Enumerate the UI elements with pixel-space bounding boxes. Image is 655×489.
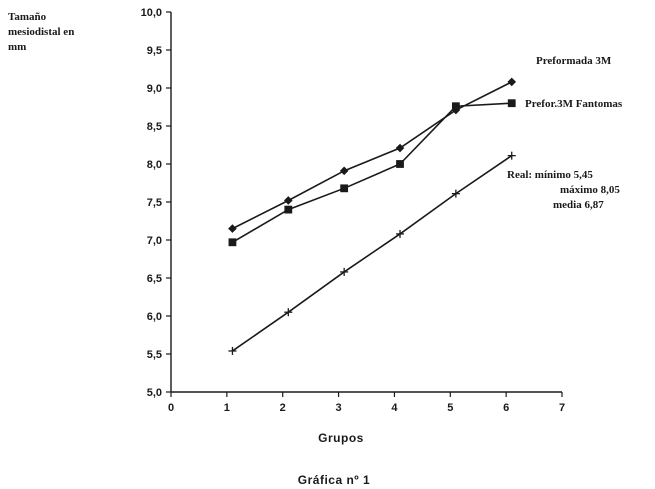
x-tick-label: 2	[280, 402, 286, 414]
series-line-real	[231, 154, 513, 352]
y-tick-label: 5,5	[147, 349, 162, 361]
x-tick-label: 1	[224, 402, 230, 414]
y-tick-label: 6,0	[147, 311, 162, 323]
data-point-fantomas	[340, 184, 349, 193]
data-point-preformada	[395, 143, 405, 153]
x-tick-label: 7	[559, 402, 565, 414]
y-tick-label: 7,0	[147, 235, 162, 247]
data-point-fantomas	[284, 205, 293, 214]
data-point-fantomas	[451, 102, 460, 111]
data-point-real	[284, 308, 293, 317]
data-point-preformada	[228, 224, 237, 233]
x-tick-label: 6	[503, 402, 509, 414]
data-point-fantomas	[228, 238, 237, 247]
x-axis-ticks: 0 1 2 3 4 5 6 7	[168, 392, 565, 414]
data-point-fantomas	[507, 99, 516, 108]
data-point-real	[228, 346, 237, 355]
data-point-real	[507, 151, 516, 160]
y-tick-label: 8,0	[147, 159, 162, 171]
y-tick-label: 10,0	[141, 7, 162, 19]
data-point-fantomas	[396, 160, 404, 168]
legend-label-fantomas: Prefor.3M Fantomas	[525, 98, 623, 110]
series-layer	[228, 77, 517, 355]
y-axis-title-line-1: Tamaño	[8, 11, 47, 23]
real-annotation: Real: mínimo 5,45 máximo 8,05 media 6,87	[507, 169, 620, 211]
legend-label-preformada: Preformada 3M	[536, 55, 612, 67]
y-tick-label: 5,0	[147, 387, 162, 399]
y-axis-title: Tamaño mesiodistal en mm	[8, 11, 74, 53]
data-point-preformada	[339, 166, 349, 176]
data-point-real	[340, 267, 349, 276]
y-axis-title-line-2: mesiodistal en	[8, 26, 74, 38]
x-tick-label: 5	[447, 402, 453, 414]
y-axis-title-line-3: mm	[8, 41, 26, 53]
y-tick-label: 9,5	[147, 45, 162, 57]
y-tick-label: 8,5	[147, 121, 162, 133]
y-tick-label: 9,0	[147, 83, 162, 95]
y-tick-label: 6,5	[147, 273, 162, 285]
data-point-real	[396, 229, 405, 238]
figure-caption: Gráfica nº 1	[298, 473, 370, 487]
annotation-real-max: máximo 8,05	[560, 184, 620, 196]
series-line-fantomas	[232, 102, 512, 243]
y-tick-label: 7,5	[147, 197, 162, 209]
annotation-real-min: Real: mínimo 5,45	[507, 169, 593, 181]
series-line-preformada	[232, 81, 513, 230]
x-tick-label: 4	[391, 402, 398, 414]
data-point-preformada	[283, 196, 293, 205]
y-axis-ticks: 5,0 5,5 6,0 6,5 7,0 7,5 8,0 8,5 9,0 9,5 10,0	[141, 7, 171, 399]
x-tick-label: 0	[168, 402, 174, 414]
x-axis-title: Grupos	[318, 431, 364, 445]
data-point-real	[451, 189, 460, 198]
data-point-preformada	[507, 77, 517, 87]
annotation-real-mean: media 6,87	[553, 199, 604, 211]
x-tick-label: 3	[336, 402, 342, 414]
